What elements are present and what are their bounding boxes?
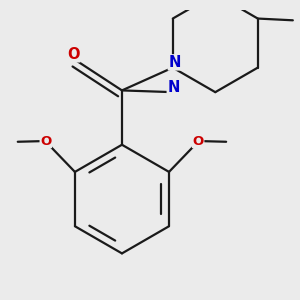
Text: O: O [40,135,51,148]
Text: N: N [168,55,181,70]
Text: N: N [167,80,180,95]
Text: O: O [67,47,80,62]
Text: O: O [193,135,204,148]
